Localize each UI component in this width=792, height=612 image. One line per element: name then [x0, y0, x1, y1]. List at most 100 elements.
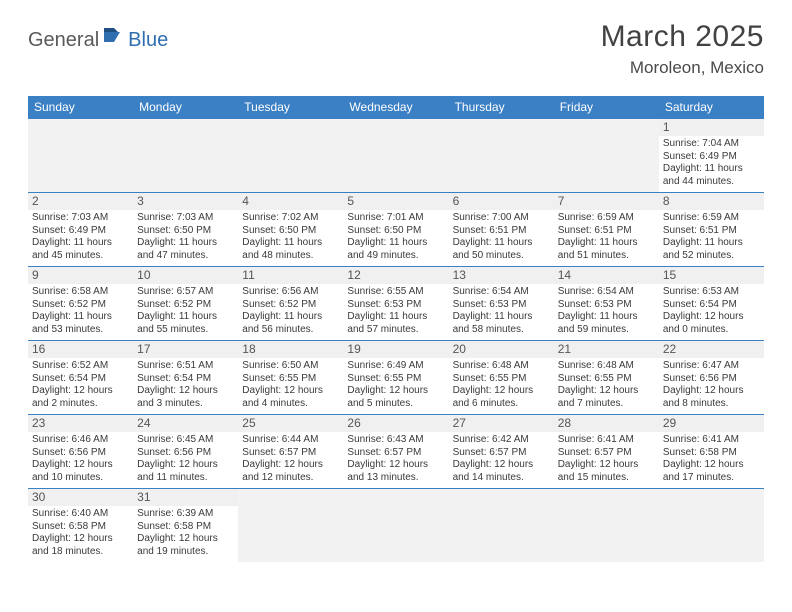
sunrise-line: Sunrise: 7:03 AM — [137, 212, 234, 225]
daylight-line: Daylight: 11 hours and 45 minutes. — [32, 237, 129, 262]
day-cell: 30Sunrise: 6:40 AMSunset: 6:58 PMDayligh… — [28, 489, 133, 562]
day-cell: 13Sunrise: 6:54 AMSunset: 6:53 PMDayligh… — [449, 267, 554, 340]
sunrise-line: Sunrise: 6:44 AM — [242, 434, 339, 447]
day-cell: 1 Sunrise: 7:04 AMSunset: 6:49 PMDaylight… — [659, 119, 764, 192]
day-number: 8 — [659, 193, 764, 210]
sunrise-line: Sunrise: 7:04 AM — [663, 138, 760, 151]
daylight-line: Daylight: 11 hours and 58 minutes. — [453, 311, 550, 336]
day-cell: 10Sunrise: 6:57 AMSunset: 6:52 PMDayligh… — [133, 267, 238, 340]
day-cell: 3Sunrise: 7:03 AMSunset: 6:50 PMDaylight… — [133, 193, 238, 266]
sunset-line: Sunset: 6:50 PM — [242, 225, 339, 238]
sunrise-line: Sunrise: 6:46 AM — [32, 434, 129, 447]
sunrise-line: Sunrise: 6:55 AM — [347, 286, 444, 299]
daylight-line: Daylight: 11 hours and 57 minutes. — [347, 311, 444, 336]
sunrise-line: Sunrise: 7:03 AM — [32, 212, 129, 225]
day-cell: 28Sunrise: 6:41 AMSunset: 6:57 PMDayligh… — [554, 415, 659, 488]
day-number: 14 — [554, 267, 659, 284]
sunrise-line: Sunrise: 6:43 AM — [347, 434, 444, 447]
day-number: 24 — [133, 415, 238, 432]
daylight-line: Daylight: 12 hours and 8 minutes. — [663, 385, 760, 410]
week-row: 16Sunrise: 6:52 AMSunset: 6:54 PMDayligh… — [28, 341, 764, 415]
empty-cell — [554, 489, 659, 562]
sunset-line: Sunset: 6:56 PM — [32, 447, 129, 460]
sunset-line: Sunset: 6:53 PM — [558, 299, 655, 312]
day-cell: 21Sunrise: 6:48 AMSunset: 6:55 PMDayligh… — [554, 341, 659, 414]
daylight-line: Daylight: 12 hours and 15 minutes. — [558, 459, 655, 484]
sunset-line: Sunset: 6:54 PM — [137, 373, 234, 386]
day-cell: 11Sunrise: 6:56 AMSunset: 6:52 PMDayligh… — [238, 267, 343, 340]
day-number: 17 — [133, 341, 238, 358]
daylight-line: Daylight: 11 hours and 55 minutes. — [137, 311, 234, 336]
daylight-line: Daylight: 11 hours and 44 minutes. — [663, 163, 760, 188]
day-number: 13 — [449, 267, 554, 284]
daylight-line: Daylight: 12 hours and 13 minutes. — [347, 459, 444, 484]
day-cell: 14Sunrise: 6:54 AMSunset: 6:53 PMDayligh… — [554, 267, 659, 340]
sunrise-line: Sunrise: 6:48 AM — [558, 360, 655, 373]
day-number: 26 — [343, 415, 448, 432]
daylight-line: Daylight: 12 hours and 12 minutes. — [242, 459, 339, 484]
day-number: 4 — [238, 193, 343, 210]
logo-text-blue: Blue — [128, 29, 168, 52]
sunrise-line: Sunrise: 7:00 AM — [453, 212, 550, 225]
empty-cell — [659, 489, 764, 562]
day-cell: 9Sunrise: 6:58 AMSunset: 6:52 PMDaylight… — [28, 267, 133, 340]
daylight-line: Daylight: 12 hours and 0 minutes. — [663, 311, 760, 336]
day-number: 2 — [28, 193, 133, 210]
sunset-line: Sunset: 6:49 PM — [663, 151, 760, 164]
daylight-line: Daylight: 12 hours and 3 minutes. — [137, 385, 234, 410]
daylight-line: Daylight: 12 hours and 4 minutes. — [242, 385, 339, 410]
daylight-line: Daylight: 11 hours and 53 minutes. — [32, 311, 129, 336]
sunrise-line: Sunrise: 6:47 AM — [663, 360, 760, 373]
day-cell: 12Sunrise: 6:55 AMSunset: 6:53 PMDayligh… — [343, 267, 448, 340]
day-number: 3 — [133, 193, 238, 210]
sunrise-line: Sunrise: 6:41 AM — [558, 434, 655, 447]
daylight-line: Daylight: 12 hours and 6 minutes. — [453, 385, 550, 410]
empty-cell — [343, 489, 448, 562]
sunrise-line: Sunrise: 6:42 AM — [453, 434, 550, 447]
daylight-line: Daylight: 12 hours and 7 minutes. — [558, 385, 655, 410]
daylight-line: Daylight: 11 hours and 48 minutes. — [242, 237, 339, 262]
week-row: 23Sunrise: 6:46 AMSunset: 6:56 PMDayligh… — [28, 415, 764, 489]
day-cell: 23 Sunrise: 6:46 AMSunset: 6:56 PMDayligh… — [28, 415, 133, 488]
daylight-line: Daylight: 11 hours and 59 minutes. — [558, 311, 655, 336]
daylight-line: Daylight: 12 hours and 14 minutes. — [453, 459, 550, 484]
sunset-line: Sunset: 6:56 PM — [663, 373, 760, 386]
sunset-line: Sunset: 6:54 PM — [663, 299, 760, 312]
empty-cell — [343, 119, 448, 192]
sunset-line: Sunset: 6:55 PM — [242, 373, 339, 386]
day-cell: 24Sunrise: 6:45 AMSunset: 6:56 PMDayligh… — [133, 415, 238, 488]
day-cell: 26 Sunrise: 6:43 AMSunset: 6:57 PMDayligh… — [343, 415, 448, 488]
daylight-line: Daylight: 11 hours and 52 minutes. — [663, 237, 760, 262]
sunset-line: Sunset: 6:55 PM — [347, 373, 444, 386]
day-cell: 20Sunrise: 6:48 AMSunset: 6:55 PMDayligh… — [449, 341, 554, 414]
dayname: Tuesday — [238, 96, 343, 119]
empty-cell — [238, 119, 343, 192]
daylight-line: Daylight: 12 hours and 11 minutes. — [137, 459, 234, 484]
sunset-line: Sunset: 6:58 PM — [663, 447, 760, 460]
day-number: 23 — [28, 415, 133, 432]
sunrise-line: Sunrise: 6:59 AM — [558, 212, 655, 225]
day-number: 7 — [554, 193, 659, 210]
day-number: 1 — [659, 119, 764, 136]
sunrise-line: Sunrise: 6:40 AM — [32, 508, 129, 521]
logo-text-general: General — [28, 29, 99, 52]
sunrise-line: Sunrise: 6:54 AM — [453, 286, 550, 299]
sunrise-line: Sunrise: 6:53 AM — [663, 286, 760, 299]
dayname-row: SundayMondayTuesdayWednesdayThursdayFrid… — [28, 96, 764, 119]
day-number: 21 — [554, 341, 659, 358]
day-number: 30 — [28, 489, 133, 506]
day-cell: 19Sunrise: 6:49 AMSunset: 6:55 PMDayligh… — [343, 341, 448, 414]
week-row: 1 Sunrise: 7:04 AMSunset: 6:49 PMDaylight… — [28, 119, 764, 193]
dayname: Friday — [554, 96, 659, 119]
sunrise-line: Sunrise: 6:45 AM — [137, 434, 234, 447]
sunset-line: Sunset: 6:54 PM — [32, 373, 129, 386]
day-cell: 22Sunrise: 6:47 AMSunset: 6:56 PMDayligh… — [659, 341, 764, 414]
daylight-line: Daylight: 12 hours and 10 minutes. — [32, 459, 129, 484]
sunrise-line: Sunrise: 6:52 AM — [32, 360, 129, 373]
sunset-line: Sunset: 6:57 PM — [347, 447, 444, 460]
sunset-line: Sunset: 6:53 PM — [347, 299, 444, 312]
day-number: 9 — [28, 267, 133, 284]
location: Moroleon, Mexico — [601, 58, 764, 78]
empty-cell — [449, 489, 554, 562]
sunset-line: Sunset: 6:55 PM — [453, 373, 550, 386]
